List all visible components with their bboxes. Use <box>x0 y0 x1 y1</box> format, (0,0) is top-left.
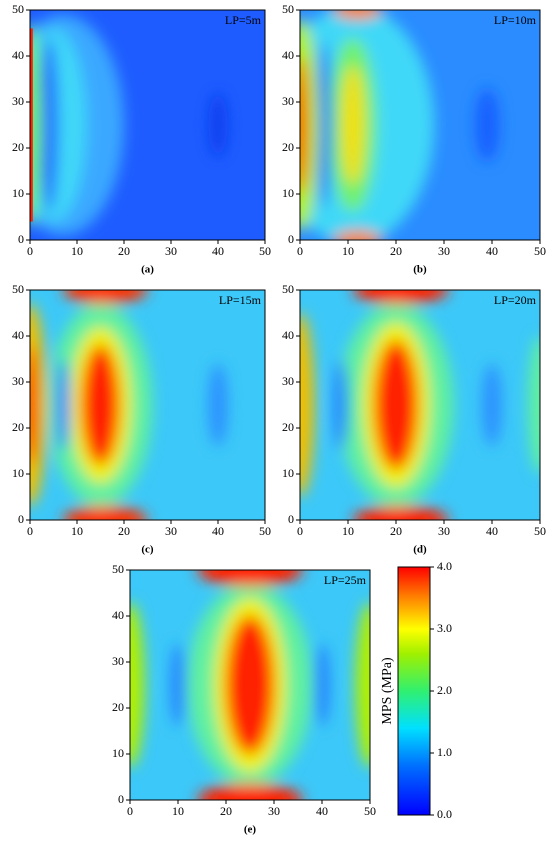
x-tick-label: 0 <box>127 804 133 818</box>
x-tick-label: 40 <box>316 804 328 818</box>
y-tick-label: 0 <box>118 792 124 806</box>
y-tick-label: 20 <box>282 420 294 434</box>
contour-field <box>300 10 540 240</box>
y-tick-label: 40 <box>12 328 24 342</box>
panel-label: LP=15m <box>219 293 262 307</box>
y-tick-label: 40 <box>12 48 24 62</box>
x-tick-label: 50 <box>259 524 271 538</box>
y-tick-label: 50 <box>12 282 24 296</box>
plot-frame <box>299 9 541 241</box>
contour-field <box>30 10 265 240</box>
x-tick-label: 30 <box>268 804 280 818</box>
colorbar-label: MPS (MPa) <box>380 657 395 725</box>
colorbar-tick-label: 1.0 <box>437 745 452 759</box>
panel-caption: (a) <box>141 264 154 276</box>
x-tick-label: 30 <box>438 244 450 258</box>
colorbar-tick-label: 0.0 <box>437 807 452 821</box>
y-tick-label: 10 <box>112 746 124 760</box>
x-tick-label: 50 <box>364 804 376 818</box>
x-tick-label: 0 <box>297 244 303 258</box>
panel-caption: (e) <box>244 824 257 836</box>
y-tick-label: 0 <box>18 232 24 246</box>
y-tick-label: 40 <box>282 328 294 342</box>
panel-caption: (b) <box>413 264 427 276</box>
colorbar <box>397 566 431 816</box>
x-tick-label: 20 <box>390 524 402 538</box>
x-tick-label: 40 <box>486 524 498 538</box>
x-tick-label: 40 <box>212 524 224 538</box>
x-tick-label: 10 <box>342 244 354 258</box>
x-tick-label: 50 <box>534 244 546 258</box>
panel-label: LP=10m <box>494 13 537 27</box>
panel-caption: (d) <box>413 544 427 556</box>
x-tick-label: 30 <box>438 524 450 538</box>
contour-field <box>130 570 371 800</box>
x-tick-label: 50 <box>259 244 271 258</box>
panel-label: LP=20m <box>494 293 537 307</box>
x-tick-label: 30 <box>165 244 177 258</box>
plot-frame <box>129 569 371 801</box>
y-tick-label: 40 <box>112 608 124 622</box>
y-tick-label: 50 <box>282 2 294 16</box>
x-tick-label: 50 <box>534 524 546 538</box>
y-tick-label: 10 <box>12 466 24 480</box>
y-tick-label: 20 <box>282 140 294 154</box>
x-tick-label: 0 <box>27 244 33 258</box>
plot-frame <box>29 9 266 241</box>
y-tick-label: 50 <box>12 2 24 16</box>
x-tick-label: 20 <box>390 244 402 258</box>
x-tick-label: 10 <box>71 244 83 258</box>
contour-field <box>30 290 265 520</box>
panel-label: LP=5m <box>225 13 262 27</box>
colorbar-tick-label: 3.0 <box>437 621 452 635</box>
x-tick-label: 20 <box>220 804 232 818</box>
panel-caption: (c) <box>141 544 154 556</box>
y-tick-label: 10 <box>282 186 294 200</box>
x-tick-label: 0 <box>297 524 303 538</box>
y-tick-label: 30 <box>12 94 24 108</box>
colorbar-tick-label: 4.0 <box>437 559 452 573</box>
y-tick-label: 50 <box>112 562 124 576</box>
contour-field <box>300 290 541 520</box>
panel-label: LP=25m <box>324 573 367 587</box>
y-tick-label: 20 <box>12 420 24 434</box>
y-tick-label: 40 <box>282 48 294 62</box>
x-tick-label: 40 <box>212 244 224 258</box>
y-tick-label: 0 <box>288 232 294 246</box>
y-tick-label: 0 <box>288 512 294 526</box>
y-tick-label: 30 <box>282 374 294 388</box>
y-tick-label: 10 <box>282 466 294 480</box>
x-tick-label: 20 <box>118 244 130 258</box>
x-tick-label: 10 <box>71 524 83 538</box>
plot-frame <box>29 289 266 521</box>
y-tick-label: 30 <box>12 374 24 388</box>
y-tick-label: 0 <box>18 512 24 526</box>
x-tick-label: 10 <box>172 804 184 818</box>
y-tick-label: 50 <box>282 282 294 296</box>
x-tick-label: 20 <box>118 524 130 538</box>
plot-frame <box>299 289 541 521</box>
x-tick-label: 0 <box>27 524 33 538</box>
x-tick-label: 30 <box>165 524 177 538</box>
x-tick-label: 40 <box>486 244 498 258</box>
colorbar-tick-label: 2.0 <box>437 683 452 697</box>
x-tick-label: 10 <box>342 524 354 538</box>
y-tick-label: 30 <box>282 94 294 108</box>
y-tick-label: 20 <box>112 700 124 714</box>
y-tick-label: 30 <box>112 654 124 668</box>
y-tick-label: 20 <box>12 140 24 154</box>
y-tick-label: 10 <box>12 186 24 200</box>
